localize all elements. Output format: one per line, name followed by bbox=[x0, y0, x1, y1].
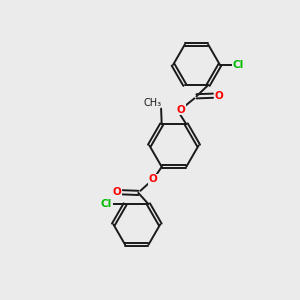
Text: O: O bbox=[176, 105, 185, 115]
Text: O: O bbox=[214, 91, 224, 101]
Text: O: O bbox=[148, 174, 157, 184]
Text: Cl: Cl bbox=[101, 199, 112, 209]
Text: CH₃: CH₃ bbox=[144, 98, 162, 108]
Text: O: O bbox=[112, 187, 121, 197]
Text: Cl: Cl bbox=[233, 60, 244, 70]
